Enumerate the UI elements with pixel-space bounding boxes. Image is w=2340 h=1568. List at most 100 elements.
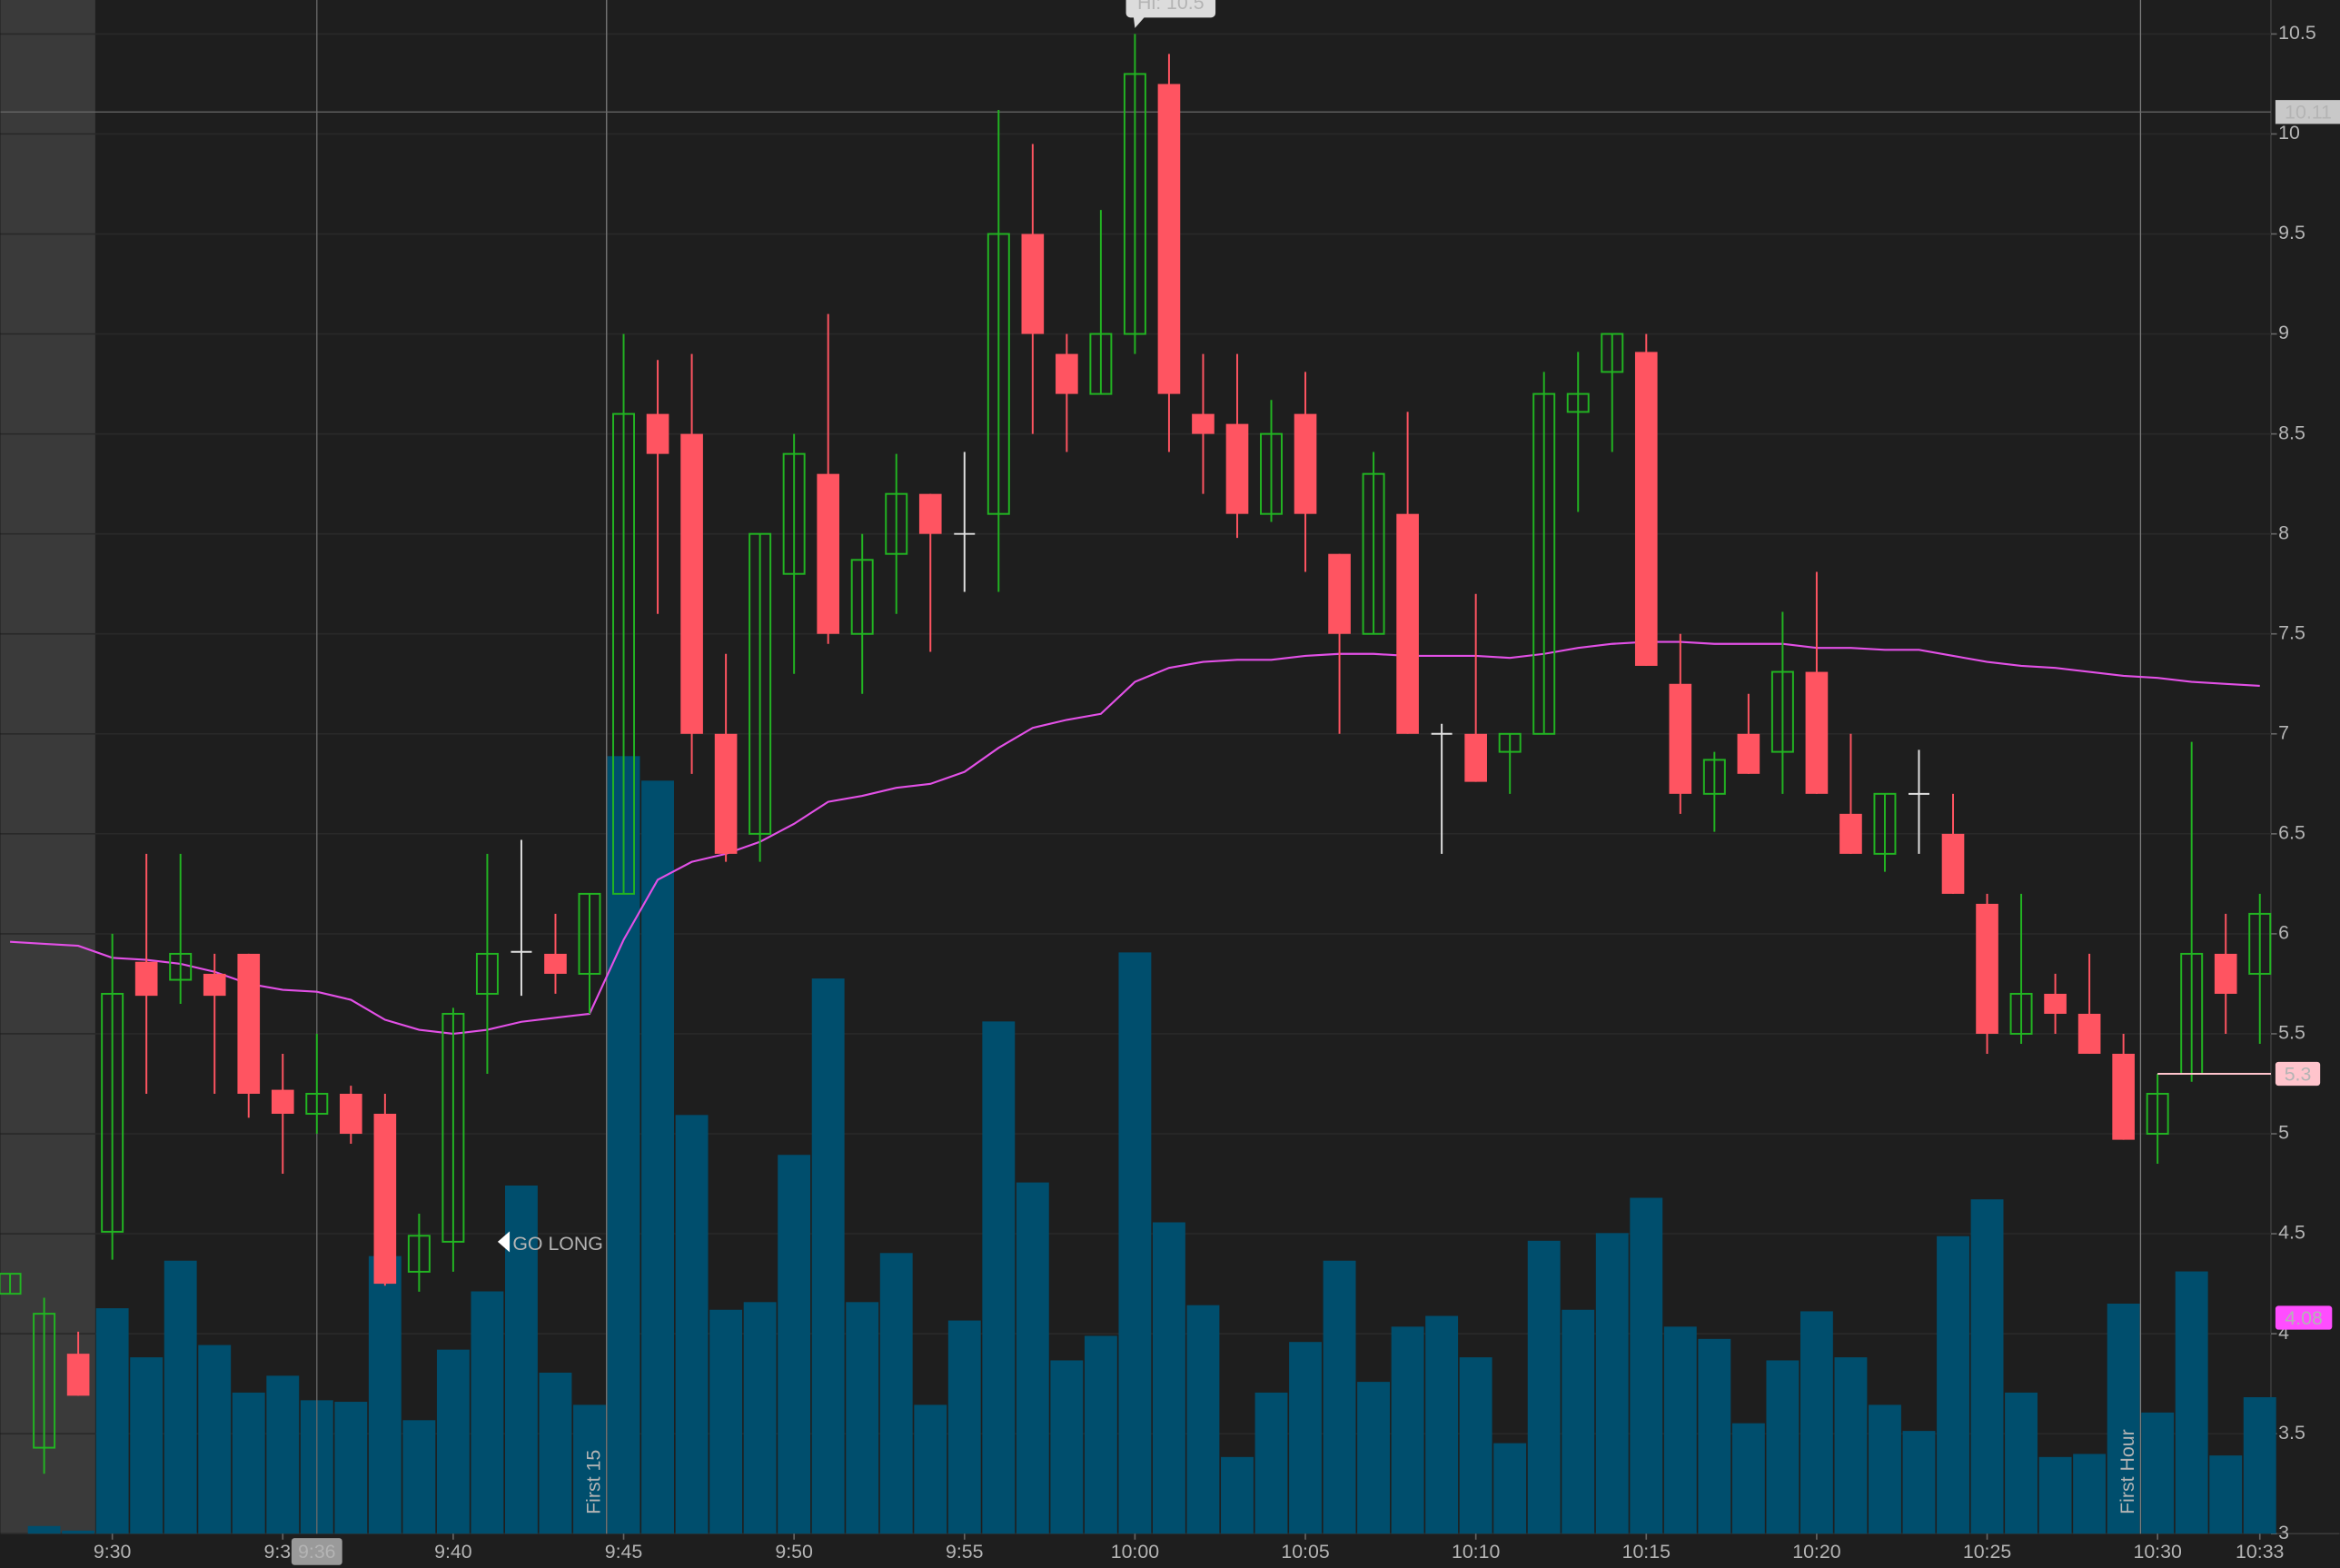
candle-body [2248, 912, 2272, 975]
candle-body [2044, 993, 2067, 1014]
candle-body [1532, 392, 1556, 735]
volume-bar [573, 1404, 606, 1534]
candle-body [1056, 353, 1078, 394]
y-tick-label: 4.5 [2278, 1222, 2305, 1244]
annotation-text: GO LONG [512, 1233, 603, 1255]
volume-bar [1425, 1315, 1459, 1534]
volume-bar [436, 1349, 470, 1534]
x-tick-label: 10:30 [2133, 1541, 2182, 1563]
volume-bar [1562, 1309, 1595, 1534]
volume-bar [709, 1309, 743, 1534]
volume-bar [641, 780, 674, 1534]
candle-body [544, 953, 567, 974]
volume-bar [1118, 952, 1152, 1534]
y-tick-label: 6.5 [2278, 821, 2305, 843]
x-tick-label: 10:10 [1452, 1541, 1501, 1563]
volume-bar [811, 978, 845, 1534]
y-tick-label: 5 [2278, 1122, 2289, 1144]
x-tick-label: 9:50 [775, 1541, 813, 1563]
candle-body [134, 961, 158, 997]
volume-bar [914, 1404, 947, 1534]
volume-bar [539, 1372, 572, 1534]
session-label: First 15 [582, 1450, 604, 1514]
candle-body [782, 452, 806, 575]
candle-body [1976, 903, 1998, 1034]
candle-body [646, 413, 669, 454]
candle-body [33, 1313, 56, 1449]
candle-body [1192, 413, 1215, 434]
volume-bar [1186, 1305, 1220, 1534]
candle-body [407, 1235, 431, 1273]
candle-body [850, 559, 874, 635]
candle-body [1464, 733, 1487, 782]
candle-body [749, 532, 772, 835]
volume-bar [1527, 1240, 1561, 1534]
volume-bar [2005, 1392, 2038, 1534]
candle-body [1873, 792, 1897, 855]
candle-body [1941, 833, 1965, 894]
y-tick-label: 9.5 [2278, 222, 2305, 243]
candle-body [885, 492, 908, 555]
x-tick-label: 9:55 [946, 1541, 984, 1563]
candle-body [578, 892, 601, 975]
candle-body [1294, 413, 1317, 514]
candle-body [1123, 73, 1146, 335]
premarket-shade [0, 0, 95, 1534]
candle-body [1634, 352, 1658, 666]
volume-bar [2243, 1396, 2276, 1534]
x-tick-label: 10:20 [1792, 1541, 1841, 1563]
volume-bar [2038, 1456, 2072, 1534]
candle-body [237, 953, 261, 1094]
candle-body [1089, 332, 1113, 395]
volume-bar [846, 1302, 879, 1534]
candle-body [373, 1114, 397, 1285]
candle-body [1601, 332, 1624, 373]
volume-bar [743, 1302, 777, 1534]
candle-body [2214, 953, 2237, 994]
volume-bar [1016, 1182, 1049, 1534]
volume-bar [198, 1345, 232, 1534]
volume-bar [1289, 1342, 1322, 1534]
volume-bar [2073, 1454, 2107, 1534]
x-tick-label: 10:15 [1622, 1541, 1671, 1563]
volume-bar [1323, 1260, 1356, 1534]
volume-bar [334, 1402, 368, 1534]
crosshair-time-label: 9:36 [298, 1541, 336, 1563]
candle-body [66, 1354, 90, 1396]
candle-body [1396, 513, 1419, 734]
y-tick-label: 8 [2278, 521, 2289, 543]
volume-bar [982, 1021, 1016, 1534]
x-tick-label: 10:25 [1963, 1541, 2011, 1563]
y-tick-label: 10.5 [2278, 22, 2316, 44]
candle-body [612, 412, 636, 895]
candle-body [2009, 992, 2033, 1035]
volume-bar [1391, 1326, 1424, 1534]
candle-body [101, 992, 124, 1233]
volume-bar [402, 1420, 436, 1534]
high-marker-label: Hi: 10.5 [1137, 0, 1205, 14]
volume-bar [1800, 1311, 1833, 1534]
volume-bar [1902, 1431, 1936, 1534]
volume-bar [675, 1115, 709, 1534]
x-tick-label: 10:33 [2236, 1541, 2284, 1563]
price-level-label: 5.3 [2285, 1063, 2312, 1085]
candle-body [1669, 683, 1692, 794]
candle-body [475, 952, 499, 995]
volume-bar [130, 1357, 164, 1534]
volume-bar [2175, 1271, 2208, 1534]
volume-bar [1050, 1360, 1084, 1534]
study-box [2275, 1305, 2333, 1330]
x-tick-label: 10:00 [1111, 1541, 1160, 1563]
candle-body [714, 733, 738, 854]
candle-body [1157, 84, 1181, 394]
candle-body [1260, 432, 1283, 515]
candle-body [0, 1273, 22, 1295]
volume-bar [1663, 1326, 1697, 1534]
candle-body [1328, 553, 1351, 634]
candle-body [305, 1093, 329, 1115]
y-tick-label: 9 [2278, 322, 2289, 343]
volume-bar [1766, 1360, 1800, 1534]
vwap-line [10, 640, 2260, 1036]
y-tick-label: 8.5 [2278, 422, 2305, 443]
annotation-arrow [497, 1231, 511, 1253]
